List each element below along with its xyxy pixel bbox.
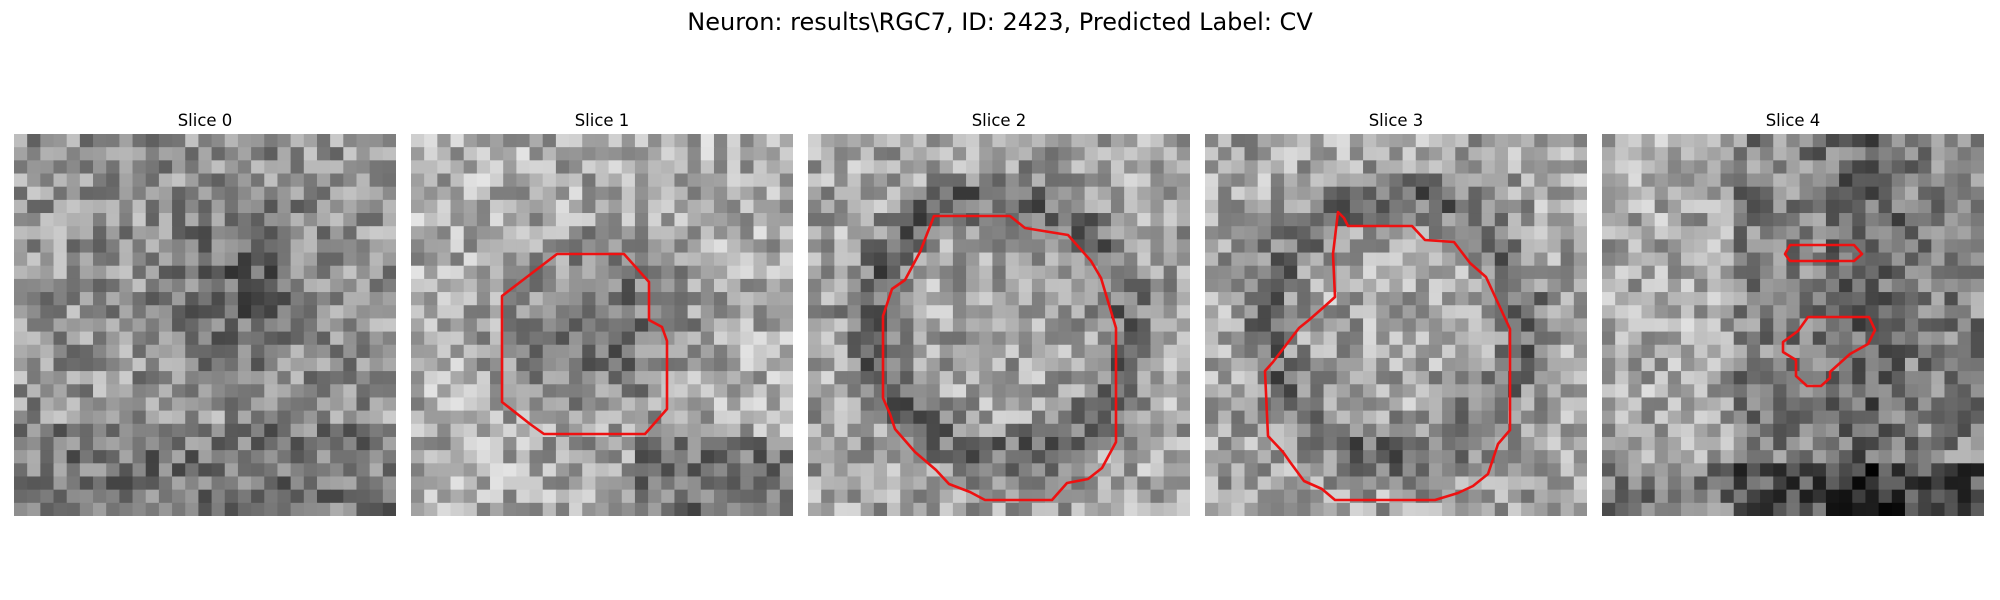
slice-image bbox=[808, 134, 1190, 516]
panel-title: Slice 2 bbox=[971, 111, 1027, 130]
slice-image bbox=[1602, 134, 1984, 516]
panel-title: Slice 3 bbox=[1368, 111, 1424, 130]
panel-slice-2: Slice 2 bbox=[808, 108, 1190, 516]
panel-slice-3: Slice 3 bbox=[1205, 108, 1587, 516]
panel-slice-1: Slice 1 bbox=[411, 108, 793, 516]
slice-image bbox=[411, 134, 793, 516]
figure-title: Neuron: results\RGC7, ID: 2423, Predicte… bbox=[687, 8, 1313, 36]
panel-title: Slice 1 bbox=[574, 111, 630, 130]
panel-title: Slice 4 bbox=[1765, 111, 1821, 130]
roi-contour bbox=[1783, 243, 1864, 263]
panel-slice-0: Slice 0 bbox=[14, 108, 396, 516]
roi-contour bbox=[500, 252, 669, 436]
slice-image bbox=[14, 134, 396, 516]
roi-contour bbox=[881, 214, 1118, 502]
roi-contour bbox=[1781, 315, 1877, 388]
roi-contour bbox=[1263, 210, 1512, 502]
panel-slice-4: Slice 4 bbox=[1602, 108, 1984, 516]
panel-title: Slice 0 bbox=[177, 111, 233, 130]
slice-image bbox=[1205, 134, 1587, 516]
